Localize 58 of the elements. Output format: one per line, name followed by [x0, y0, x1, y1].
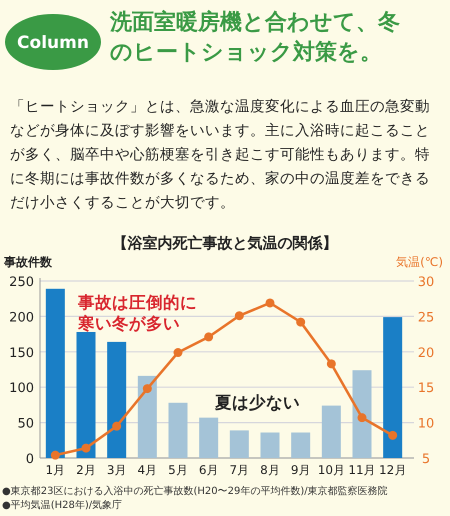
- x-tick-label: 9月: [290, 463, 310, 477]
- x-tick-label: 5月: [168, 463, 188, 477]
- bar: [138, 376, 157, 458]
- bar: [76, 332, 96, 458]
- bar: [291, 432, 310, 458]
- y2-tick-label: 5: [422, 452, 430, 467]
- point: [326, 359, 336, 368]
- point: [358, 413, 366, 422]
- bar: [352, 370, 372, 458]
- point: [204, 332, 214, 342]
- y-tick-label: 250: [9, 275, 34, 290]
- y-tick-label: 0: [26, 452, 34, 467]
- bar: [383, 317, 402, 458]
- text: 洗面室暖房機と合わせて、冬のヒートショック対策を。: [110, 8, 401, 67]
- point: [112, 422, 122, 431]
- point: [82, 444, 90, 453]
- y-tick-label: 100: [9, 381, 34, 396]
- x-tick-label: 7月: [230, 463, 250, 477]
- chart-title: 【浴室内死亡事故と気温の関係】: [112, 234, 338, 252]
- x-tick-label: 1月: [46, 463, 66, 477]
- text: 「ヒートショック」とは、急激な温度変化による血圧の急変動などが身体に及ぼす影響をいいます。主に入浴時に起こることが多く、脳卒中や心筋梗塞を引き起こす可能性もあります。特に冬期には事故件数が多くなるため、家の中の温度差をできるだけ小さくすることが大切です。: [10, 98, 431, 213]
- annotation: 夏は少ない: [214, 393, 300, 412]
- x-tick-label: 4月: [138, 463, 158, 477]
- text: ●平均気温(H28年)/気象庁: [2, 499, 124, 513]
- x-tick-label: 11月: [348, 463, 376, 477]
- y-tick-label: 50: [17, 416, 34, 432]
- bar: [107, 342, 126, 458]
- y2-tick-label: 15: [418, 381, 434, 396]
- y-tick-label: 200: [9, 310, 34, 326]
- x-tick-label: 10月: [318, 463, 345, 477]
- x-tick-label: 8月: [260, 463, 280, 477]
- point: [296, 318, 306, 327]
- y2-tick-label: 25: [418, 310, 434, 326]
- text: ●東京都23区における入浴中の死亡事故数(H20〜29年の平均件数)/東京都監察医務院: [2, 485, 388, 499]
- y2-axis-title: 気温(℃): [396, 255, 443, 269]
- y2-tick-label: 20: [418, 346, 434, 361]
- point: [234, 311, 244, 320]
- point: [266, 298, 274, 308]
- y2-tick-label: 10: [418, 416, 434, 432]
- x-tick-label: 2月: [76, 463, 96, 477]
- bar: [46, 288, 65, 458]
- point: [388, 430, 398, 440]
- text: Column: [17, 33, 89, 53]
- annotation: 事故は圧倒的に寒い冬が多い: [77, 293, 197, 333]
- bar: [230, 430, 249, 458]
- y2-tick-label: 30: [418, 275, 434, 290]
- bar: [260, 432, 280, 458]
- point: [142, 384, 152, 394]
- y-tick-label: 150: [9, 346, 34, 361]
- x-tick-label: 6月: [198, 463, 218, 477]
- x-tick-label: 12月: [379, 463, 406, 477]
- x-tick-label: 3月: [106, 463, 126, 477]
- bar: [322, 406, 341, 458]
- point: [174, 348, 182, 358]
- point: [50, 450, 60, 460]
- y-axis-title: 事故件数: [3, 255, 53, 269]
- bar: [168, 402, 188, 458]
- bar: [199, 418, 218, 458]
